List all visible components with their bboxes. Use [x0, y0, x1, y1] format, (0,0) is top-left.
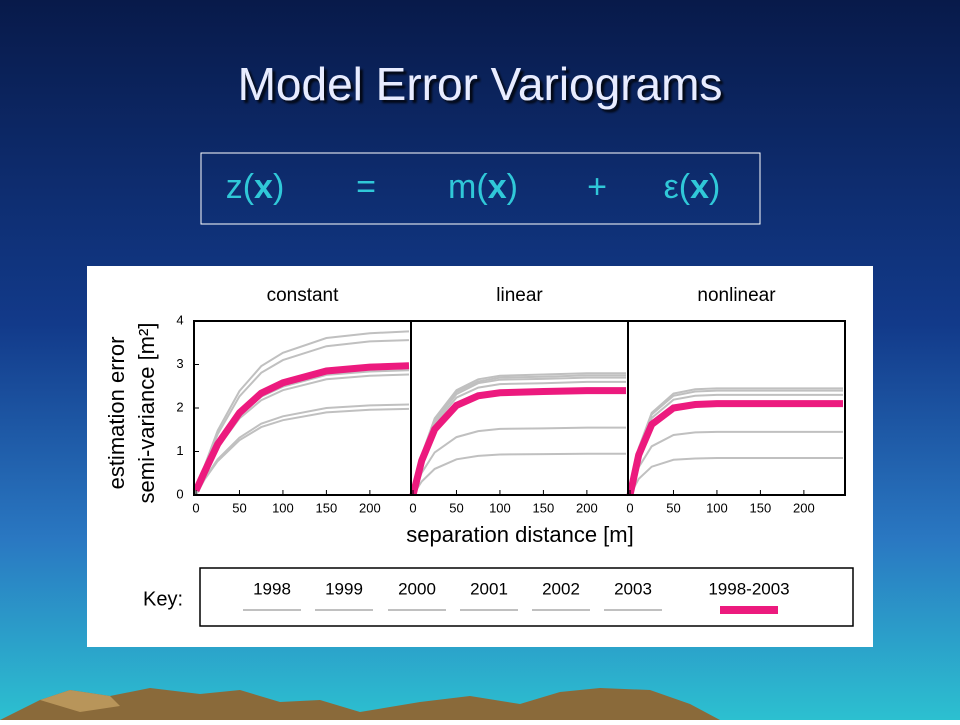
- equation: z(x) = m(x) + ε(x): [226, 168, 721, 206]
- key-entry-label: 1998-2003: [708, 579, 789, 598]
- x-tick-label: 150: [750, 500, 772, 515]
- equation-token: z(: [226, 168, 255, 206]
- key-entry-label: 1999: [325, 579, 363, 598]
- year-curve: [629, 430, 843, 496]
- equation-token: +: [587, 168, 607, 206]
- x-tick-label: 100: [489, 500, 511, 515]
- panel-title: linear: [496, 285, 543, 306]
- x-tick-label: 100: [272, 500, 294, 515]
- key-box: [199, 567, 854, 627]
- x-tick-label: 200: [793, 500, 815, 515]
- panel-frame: [627, 320, 846, 496]
- equation-token: ): [709, 168, 720, 206]
- y-tick-label: 2: [176, 399, 183, 414]
- x-tick-label: 200: [576, 500, 598, 515]
- key-label: Key:: [143, 588, 183, 610]
- key-entry-label: 2003: [614, 579, 652, 598]
- equation-term: m(x): [448, 168, 518, 206]
- mountain-highlight: [40, 690, 120, 712]
- mean-curve: [626, 400, 843, 496]
- x-tick-label: 0: [192, 500, 199, 515]
- key-entry-label: 2002: [542, 579, 580, 598]
- y-axis-label: estimation error: [104, 337, 129, 490]
- equation-token: =: [356, 168, 376, 206]
- panel-title: nonlinear: [697, 285, 776, 306]
- x-tick-label: 150: [533, 500, 555, 515]
- y-tick-label: 4: [176, 312, 183, 327]
- y-tick-label: 3: [176, 356, 183, 371]
- equation-term: +: [587, 168, 607, 206]
- key-entry-label: 1998: [253, 579, 291, 598]
- year-curve: [412, 426, 626, 496]
- equation-token: x: [488, 168, 507, 206]
- equation-term: z(x): [226, 168, 285, 206]
- year-curve: [412, 452, 626, 496]
- key-entry-label: 2001: [470, 579, 508, 598]
- equation-token: x: [690, 168, 709, 206]
- equation-token: x: [254, 168, 273, 206]
- slide-title: Model Error Variograms: [238, 58, 723, 110]
- mean-curve: [409, 387, 626, 496]
- x-tick-label: 0: [409, 500, 416, 515]
- year-curve: [195, 407, 410, 496]
- equation-token: m(: [448, 168, 488, 206]
- equation-term: ε(x): [664, 168, 721, 206]
- x-tick-label: 50: [232, 500, 246, 515]
- x-tick-label: 0: [626, 500, 633, 515]
- equation-term: =: [356, 168, 376, 206]
- mountains: [0, 688, 720, 720]
- equation-token: ): [273, 168, 284, 206]
- equation-token: ): [507, 168, 518, 206]
- y-axis-label: semi-variance [m²]: [134, 323, 159, 504]
- equation-box: [200, 152, 761, 225]
- mean-curve: [192, 362, 410, 493]
- x-tick-label: 100: [706, 500, 728, 515]
- x-tick-label: 150: [316, 500, 338, 515]
- equation-token: ε(: [664, 168, 691, 206]
- key-entry-label: 2000: [398, 579, 436, 598]
- x-tick-label: 50: [449, 500, 463, 515]
- x-axis-label: separation distance [m]: [406, 522, 633, 547]
- panel-title: constant: [267, 285, 340, 306]
- y-tick-label: 0: [176, 486, 183, 501]
- x-tick-label: 50: [666, 500, 680, 515]
- y-tick-label: 1: [176, 443, 183, 458]
- year-curve: [629, 457, 843, 496]
- x-tick-label: 200: [359, 500, 381, 515]
